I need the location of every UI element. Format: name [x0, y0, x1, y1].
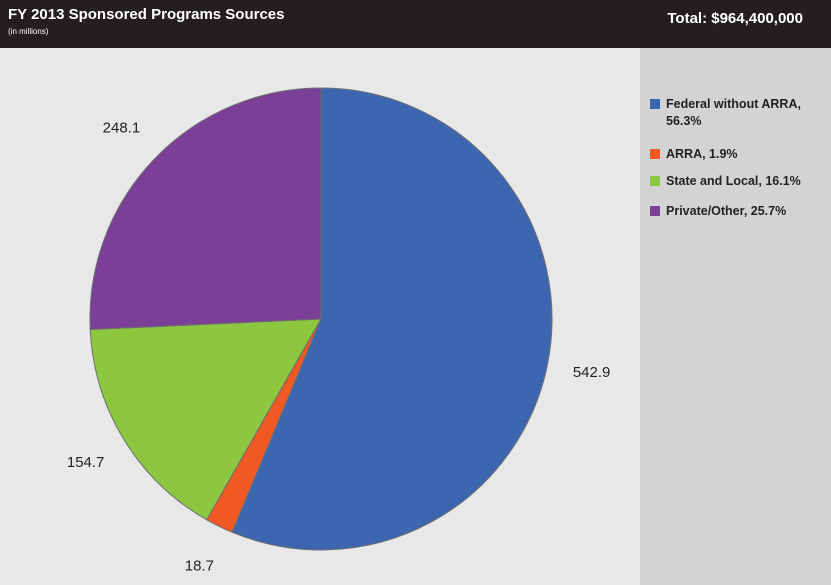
- legend-swatch: [650, 206, 660, 216]
- legend-swatch: [650, 149, 660, 159]
- data-label: 154.7: [67, 454, 105, 471]
- chart-subtitle: (in millions): [8, 27, 49, 36]
- legend-label: ARRA, 1.9%: [666, 147, 738, 161]
- legend-item: Private/Other, 25.7%: [650, 203, 825, 220]
- chart-title: FY 2013 Sponsored Programs Sources: [8, 6, 285, 23]
- header-bar: FY 2013 Sponsored Programs Sources (in m…: [0, 0, 831, 48]
- pie-slice: [89, 87, 322, 331]
- pie-slice: [231, 87, 553, 551]
- data-label: 542.9: [573, 364, 611, 381]
- legend: Federal without ARRA, 56.3% ARRA, 1.9% Sta…: [640, 48, 831, 585]
- legend-label: Private/Other, 25.7%: [666, 204, 787, 218]
- data-label: 248.1: [103, 119, 141, 136]
- data-label: 18.7: [185, 558, 214, 575]
- legend-label: State and Local, 16.1%: [666, 174, 801, 188]
- pie-slice: [89, 318, 322, 521]
- legend-label: Federal without ARRA, 56.3%: [666, 97, 801, 128]
- total-annotation: Total: $964,400,000: [667, 10, 803, 27]
- legend-swatch: [650, 99, 660, 109]
- legend-item: Federal without ARRA, 56.3%: [650, 96, 825, 130]
- legend-item: State and Local, 16.1%: [650, 173, 825, 190]
- legend-swatch: [650, 176, 660, 186]
- legend-item: ARRA, 1.9%: [650, 146, 825, 163]
- pie-area: 542.9 18.7 154.7 248.1: [67, 87, 611, 575]
